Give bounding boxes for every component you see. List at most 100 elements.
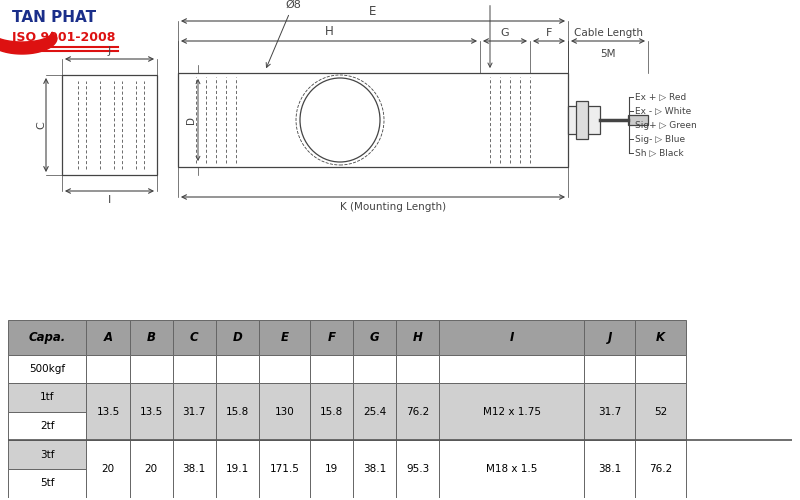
Text: H: H — [325, 25, 334, 38]
Bar — [635, 354, 686, 383]
Text: E: E — [280, 331, 288, 344]
Text: 13.5: 13.5 — [96, 407, 119, 417]
Text: 76.2: 76.2 — [406, 407, 430, 417]
Text: 130: 130 — [274, 407, 294, 417]
Bar — [259, 440, 310, 498]
Text: 31.7: 31.7 — [598, 407, 622, 417]
Bar — [216, 354, 259, 383]
Bar — [216, 383, 259, 440]
Text: J: J — [108, 46, 111, 56]
Text: 5M: 5M — [600, 49, 616, 59]
Bar — [353, 320, 396, 354]
Text: ISO 9001-2008: ISO 9001-2008 — [12, 31, 115, 44]
Text: Ex - ▷ White: Ex - ▷ White — [635, 106, 691, 116]
Bar — [130, 354, 173, 383]
Bar — [216, 440, 259, 498]
Text: 15.8: 15.8 — [320, 407, 343, 417]
Bar — [635, 383, 686, 440]
Polygon shape — [0, 32, 57, 54]
Text: K: K — [656, 331, 666, 344]
Text: Ø8: Ø8 — [266, 0, 301, 68]
Bar — [130, 383, 173, 440]
Bar — [86, 354, 130, 383]
Bar — [8, 469, 86, 498]
Text: Sh ▷ Black: Sh ▷ Black — [635, 148, 684, 158]
Bar — [439, 383, 584, 440]
Bar — [439, 440, 584, 498]
Text: M12 x 1.75: M12 x 1.75 — [482, 407, 541, 417]
Text: H: H — [413, 331, 422, 344]
Text: 95.3: 95.3 — [406, 464, 430, 474]
Text: 38.1: 38.1 — [598, 464, 622, 474]
Text: E: E — [370, 5, 377, 18]
Text: 1tf: 1tf — [40, 392, 54, 402]
Bar — [8, 440, 86, 469]
Bar — [568, 106, 600, 134]
Text: M18 x 1.5: M18 x 1.5 — [486, 464, 538, 474]
Text: 52: 52 — [654, 407, 667, 417]
Text: I: I — [108, 195, 111, 205]
Text: Ex + ▷ Red: Ex + ▷ Red — [635, 92, 686, 102]
Bar — [635, 440, 686, 498]
Text: D: D — [186, 116, 196, 124]
Text: B: B — [146, 331, 155, 344]
Bar — [130, 320, 173, 354]
Text: K (Mounting Length): K (Mounting Length) — [340, 202, 446, 212]
Text: F: F — [327, 331, 335, 344]
Bar — [310, 440, 353, 498]
Bar — [584, 440, 635, 498]
Bar — [86, 383, 130, 440]
Text: 13.5: 13.5 — [139, 407, 162, 417]
Text: D: D — [233, 331, 242, 344]
Text: J: J — [607, 331, 612, 344]
Bar — [86, 320, 130, 354]
Bar — [396, 320, 439, 354]
Text: TAN PHAT: TAN PHAT — [12, 10, 96, 25]
Bar — [8, 354, 86, 383]
Bar — [310, 383, 353, 440]
Bar — [259, 354, 310, 383]
Bar — [8, 383, 86, 412]
Text: G: G — [501, 28, 510, 38]
Text: ØA THRU 2Places: ØA THRU 2Places — [445, 0, 535, 67]
Text: Cable Length: Cable Length — [574, 28, 642, 38]
Bar — [86, 440, 130, 498]
Bar — [439, 320, 584, 354]
Bar — [310, 354, 353, 383]
Text: 171.5: 171.5 — [270, 464, 299, 474]
Bar — [396, 440, 439, 498]
Bar — [8, 412, 86, 440]
Text: F: F — [546, 28, 552, 38]
Bar — [173, 383, 216, 440]
Text: C: C — [190, 331, 198, 344]
Text: 76.2: 76.2 — [649, 464, 672, 474]
Bar — [310, 320, 353, 354]
Bar — [130, 440, 173, 498]
Text: 19.1: 19.1 — [226, 464, 249, 474]
Text: C: C — [36, 121, 46, 129]
Text: 20: 20 — [145, 464, 158, 474]
Text: 38.1: 38.1 — [182, 464, 206, 474]
Bar — [353, 440, 396, 498]
Bar — [216, 320, 259, 354]
Bar — [439, 354, 584, 383]
Ellipse shape — [296, 75, 384, 165]
Text: Sig+ ▷ Green: Sig+ ▷ Green — [635, 120, 697, 130]
Bar — [8, 320, 86, 354]
Bar — [173, 440, 216, 498]
Bar — [259, 383, 310, 440]
Bar — [62, 75, 157, 175]
Text: 25.4: 25.4 — [363, 407, 386, 417]
Bar — [576, 101, 588, 139]
Bar — [584, 354, 635, 383]
Ellipse shape — [300, 78, 380, 162]
Text: 2tf: 2tf — [40, 421, 54, 431]
Text: 3tf: 3tf — [40, 450, 54, 460]
Text: Capa.: Capa. — [29, 331, 66, 344]
Text: 15.8: 15.8 — [226, 407, 249, 417]
Text: 20: 20 — [102, 464, 114, 474]
Bar — [635, 320, 686, 354]
Bar — [353, 383, 396, 440]
Text: I: I — [510, 331, 514, 344]
Text: Sig- ▷ Blue: Sig- ▷ Blue — [635, 134, 685, 143]
